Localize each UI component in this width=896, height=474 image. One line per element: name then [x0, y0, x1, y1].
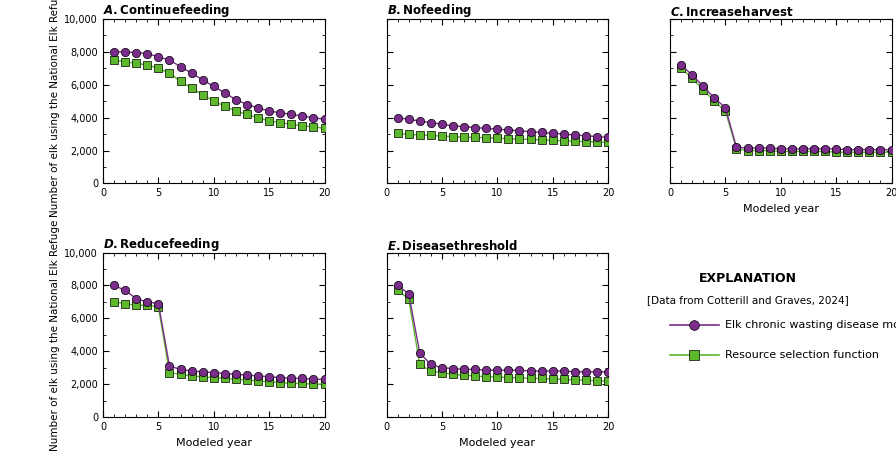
Text: $\bfit{C}$$\bf{.Increase harvest}$: $\bfit{C}$$\bf{.Increase harvest}$	[670, 5, 794, 19]
Text: [Data from Cotterill and Graves, 2024]: [Data from Cotterill and Graves, 2024]	[647, 295, 849, 305]
Y-axis label: Number of elk using the National Elk Refuge: Number of elk using the National Elk Ref…	[50, 219, 60, 451]
X-axis label: Modeled year: Modeled year	[176, 438, 252, 447]
X-axis label: Modeled year: Modeled year	[460, 438, 535, 447]
X-axis label: Modeled year: Modeled year	[743, 204, 819, 214]
Text: $\bfit{B}$$\bf{.No feeding}$: $\bfit{B}$$\bf{.No feeding}$	[386, 2, 471, 19]
Text: Resource selection function: Resource selection function	[726, 350, 879, 360]
Text: Elk chronic wasting disease model: Elk chronic wasting disease model	[726, 320, 896, 330]
Y-axis label: Number of elk using the National Elk Refuge: Number of elk using the National Elk Ref…	[50, 0, 60, 217]
Text: $\bfit{D}$$\bf{.Reduce feeding}$: $\bfit{D}$$\bf{.Reduce feeding}$	[103, 236, 220, 253]
Text: EXPLANATION: EXPLANATION	[699, 273, 797, 285]
Text: $\bfit{A}$$\bf{.Continue feeding}$: $\bfit{A}$$\bf{.Continue feeding}$	[103, 2, 230, 19]
Text: $\bfit{E}$$\bf{.Disease threshold}$: $\bfit{E}$$\bf{.Disease threshold}$	[386, 238, 518, 253]
